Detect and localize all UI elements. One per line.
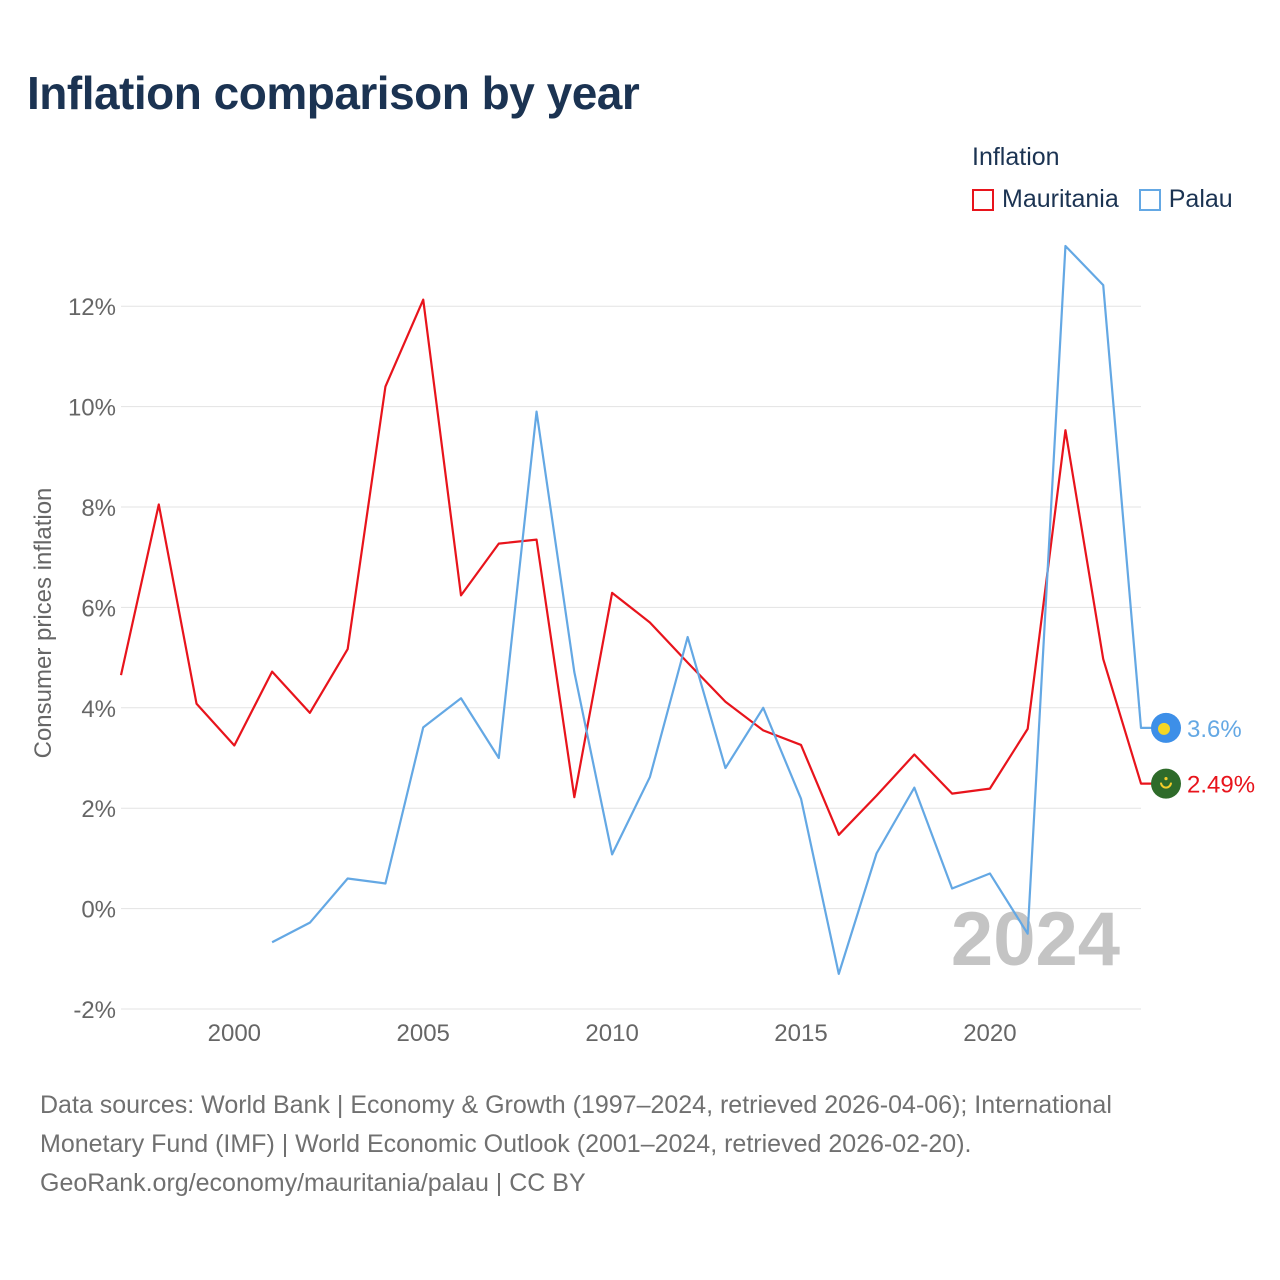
data-point-palau[interactable] [345, 875, 351, 881]
data-point-mauritania[interactable] [911, 751, 917, 757]
data-point-palau[interactable] [269, 939, 275, 945]
y-tick-label: 2% [81, 796, 116, 823]
mauritania-flag-icon [1151, 768, 1181, 799]
data-point-palau[interactable] [609, 851, 615, 857]
data-point-palau[interactable] [1025, 931, 1031, 937]
y-tick-label: 8% [81, 495, 116, 522]
x-tick-label: 2010 [585, 1020, 638, 1047]
data-point-mauritania[interactable] [118, 672, 124, 678]
footer-source-line-2: Monetary Fund (IMF) | World Economic Out… [40, 1130, 972, 1158]
data-point-palau[interactable] [911, 785, 917, 791]
y-tick-label: 0% [81, 897, 116, 924]
x-tick-label: 2000 [208, 1020, 261, 1047]
data-point-mauritania[interactable] [382, 384, 388, 390]
data-point-mauritania[interactable] [458, 592, 464, 598]
footer: Data sources: World Bank | Economy & Gro… [40, 1086, 1240, 1203]
series-layer [118, 243, 1153, 977]
data-point-mauritania[interactable] [534, 537, 540, 543]
data-point-mauritania[interactable] [420, 297, 426, 303]
line-chart: -2%0%2%4%6%8%10%12%2000 2005 2010 2015 2020 … [30, 243, 1255, 1047]
data-point-mauritania[interactable] [231, 742, 237, 748]
legend-item-mauritania[interactable]: Mauritania [972, 185, 1119, 214]
y-tick-label: 10% [68, 395, 116, 422]
data-point-mauritania[interactable] [496, 541, 502, 547]
legend-item-palau[interactable]: Palau [1138, 185, 1233, 214]
data-point-palau[interactable] [1138, 725, 1144, 731]
data-point-palau[interactable] [420, 724, 426, 730]
footer-source-line-1: Data sources: World Bank | Economy & Gro… [40, 1091, 1112, 1119]
data-point-mauritania[interactable] [156, 501, 162, 507]
data-point-palau[interactable] [571, 669, 577, 675]
legend-swatch-palau [1138, 188, 1161, 211]
data-point-mauritania[interactable] [874, 793, 880, 799]
data-point-mauritania[interactable] [647, 619, 653, 625]
data-point-mauritania[interactable] [345, 646, 351, 652]
data-point-mauritania[interactable] [1100, 656, 1106, 662]
data-point-palau[interactable] [949, 886, 955, 892]
data-point-palau[interactable] [534, 409, 540, 415]
end-label-mauritania: 2.49% [1187, 772, 1255, 799]
data-point-mauritania[interactable] [798, 742, 804, 748]
legend: Mauritania Palau [972, 185, 1233, 214]
data-point-mauritania[interactable] [307, 710, 313, 716]
end-label-layer: 3.6% 2.49% [1151, 712, 1255, 799]
x-tick-label: 2020 [963, 1020, 1016, 1047]
data-point-palau[interactable] [798, 796, 804, 802]
data-point-mauritania[interactable] [269, 669, 275, 675]
data-point-mauritania[interactable] [760, 727, 766, 733]
grid-layer [121, 305, 1141, 1010]
data-point-mauritania[interactable] [949, 791, 955, 797]
legend-title: Inflation [972, 143, 1060, 171]
footer-attribution: GeoRank.org/economy/mauritania/palau | C… [40, 1169, 586, 1197]
y-tick-label: 6% [81, 595, 116, 622]
data-point-palau[interactable] [836, 971, 842, 977]
data-point-palau[interactable] [1062, 243, 1068, 249]
y-axis-label: Consumer prices inflation [30, 488, 57, 759]
axis-layer: -2% 0% 2% 4% 6% 8% 10% 12% 2000 2005 2010 2015 2020 [68, 294, 1017, 1047]
series-line-mauritania[interactable] [119, 298, 1153, 836]
palau-flag-icon [1151, 712, 1181, 743]
legend-label-palau: Palau [1168, 185, 1233, 213]
chart-title: Inflation comparison by year [27, 67, 640, 119]
legend-swatch-mauritania [972, 188, 994, 211]
data-point-palau[interactable] [722, 765, 728, 771]
data-point-mauritania[interactable] [836, 832, 842, 838]
x-tick-label: 2015 [774, 1020, 827, 1047]
data-point-mauritania[interactable] [1138, 781, 1144, 787]
data-point-palau[interactable] [496, 755, 502, 761]
data-point-mauritania[interactable] [194, 701, 200, 707]
year-watermark: 2024 [951, 897, 1120, 982]
data-point-palau[interactable] [647, 774, 653, 780]
data-point-mauritania[interactable] [609, 590, 615, 596]
data-point-palau[interactable] [1100, 282, 1106, 288]
data-point-mauritania[interactable] [987, 786, 993, 792]
series-line-palau[interactable] [271, 244, 1153, 975]
data-point-palau[interactable] [307, 920, 313, 926]
y-tick-label: 4% [81, 696, 116, 723]
y-tick-label: -2% [73, 997, 116, 1024]
data-point-palau[interactable] [685, 634, 691, 640]
legend-label-mauritania: Mauritania [1002, 185, 1119, 213]
end-label-palau: 3.6% [1187, 716, 1242, 743]
data-point-mauritania[interactable] [685, 660, 691, 666]
data-point-palau[interactable] [458, 695, 464, 701]
data-point-palau[interactable] [874, 850, 880, 856]
data-point-palau[interactable] [382, 881, 388, 887]
data-point-palau[interactable] [760, 705, 766, 711]
y-tick-label: 12% [68, 294, 116, 321]
data-point-mauritania[interactable] [722, 699, 728, 705]
data-point-mauritania[interactable] [1025, 726, 1031, 732]
data-point-palau[interactable] [987, 870, 993, 876]
data-point-mauritania[interactable] [571, 794, 577, 800]
x-tick-label: 2005 [397, 1020, 450, 1047]
data-point-mauritania[interactable] [1062, 427, 1068, 433]
